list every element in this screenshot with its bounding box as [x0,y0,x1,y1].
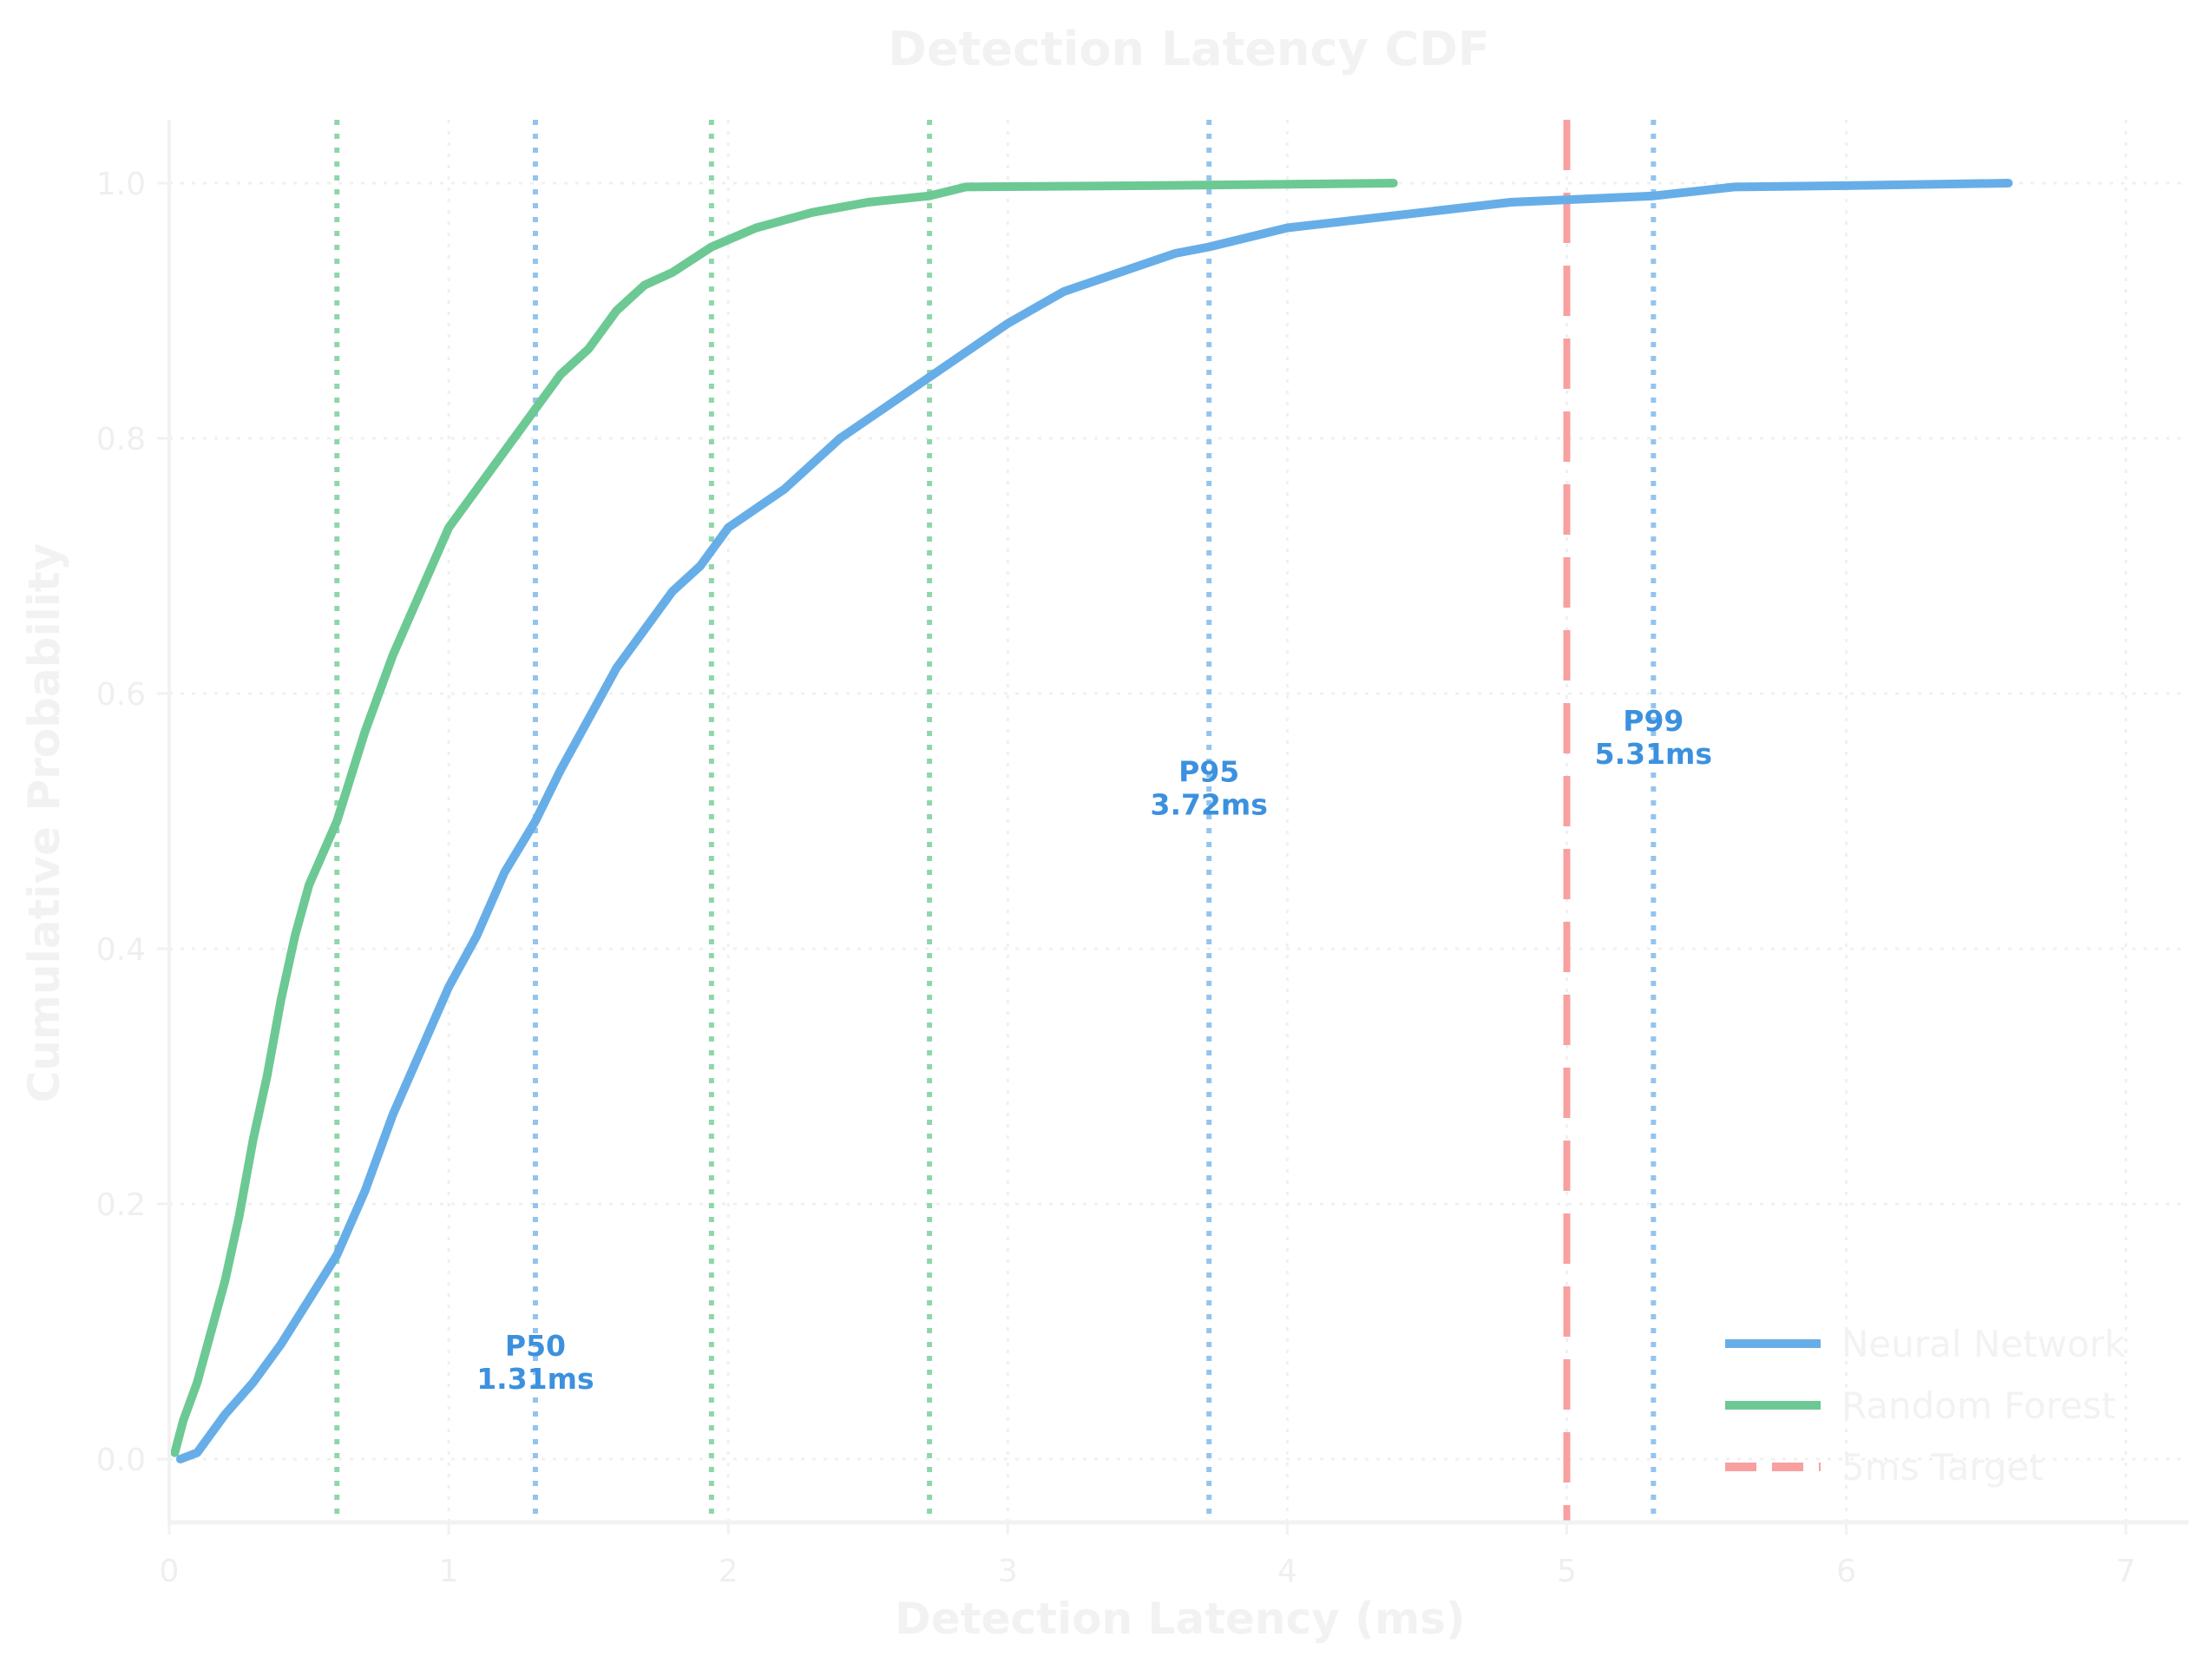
y-axis-label: Cumulative Probability [19,543,69,1103]
annotation-value: 3.72ms [1150,788,1267,822]
series-lines [170,179,2013,1463]
annotation-value: 5.31ms [1595,737,1712,771]
x-tick-label: 0 [160,1554,180,1589]
legend: Neural Network Random Forest 5ms Target [1725,1323,2126,1489]
x-tick-label: 2 [719,1554,738,1589]
legend-label: Random Forest [1841,1384,2116,1427]
x-tick-label: 7 [2116,1554,2136,1589]
y-tick-label: 0.0 [96,1443,146,1478]
x-tick-label: 1 [439,1554,459,1589]
tick-labels: 0 1 2 3 4 5 6 7 0.0 0.2 0.4 0.6 0.8 1.0 [96,167,2136,1589]
series-line-neural-network [175,179,2013,1463]
annotation-value: 1.31ms [476,1362,594,1396]
legend-label: 5ms Target [1841,1446,2044,1489]
y-tick-label: 0.4 [96,932,146,968]
chart-title: Detection Latency CDF [888,22,1490,76]
y-tick-label: 0.8 [96,422,146,457]
y-tick-label: 1.0 [96,167,146,202]
x-tick-label: 5 [1557,1554,1577,1589]
x-axis-label: Detection Latency (ms) [895,1594,1465,1644]
x-tick-label: 3 [998,1554,1018,1589]
annotation-p99: P99 [1623,704,1684,738]
annotation-p95: P95 [1178,755,1239,789]
series-line-random-forest [170,179,1398,1457]
y-tick-label: 0.2 [96,1187,146,1223]
legend-label: Neural Network [1841,1323,2126,1365]
y-tick-label: 0.6 [96,677,146,713]
x-tick-label: 4 [1277,1554,1297,1589]
x-tick-label: 6 [1836,1554,1856,1589]
percentile-lines [334,120,1657,1522]
annotation-p50: P50 [505,1329,566,1363]
